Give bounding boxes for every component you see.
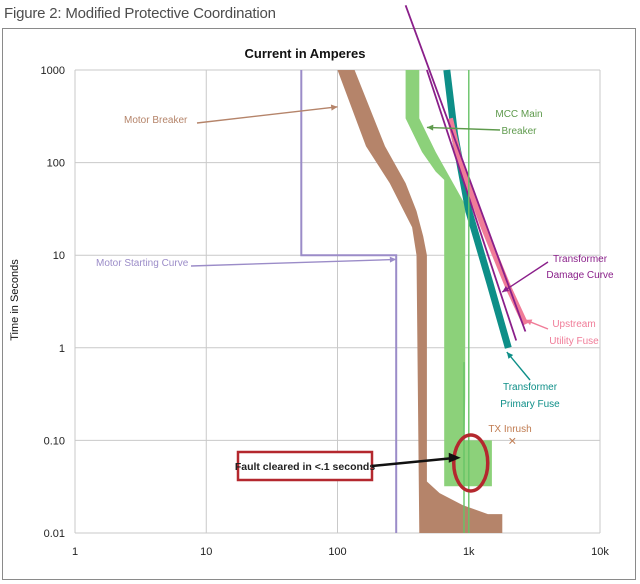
- annotation-label: Damage Curve: [546, 270, 614, 281]
- annotation-arrowhead: [389, 256, 397, 263]
- fault-callout-text: Fault cleared in <.1 seconds: [235, 461, 376, 473]
- chart-frame: [2, 28, 636, 580]
- annotation-arrowhead: [525, 319, 533, 326]
- annotation-leader: [196, 106, 338, 124]
- fault-callout-leader: [371, 456, 457, 468]
- series-line-5: [426, 69, 518, 341]
- series-line-2: [300, 70, 398, 533]
- annotation-arrowhead: [330, 104, 338, 111]
- annotation-label: MCC Main: [495, 109, 542, 120]
- y-tick-label: 0.01: [44, 528, 65, 540]
- chart-annotations: × Motor Breaker MCC Main Breaker Motor Start…: [96, 104, 614, 493]
- series-band-1: [405, 70, 492, 487]
- x-tick-label: 1: [72, 546, 78, 558]
- annotation-label: Transformer: [503, 382, 558, 393]
- figure-title: Figure 2: Modified Protective Coordinati…: [4, 5, 276, 22]
- tx-inrush-marker: ×: [508, 432, 516, 448]
- annotation-label: Transformer: [553, 254, 608, 265]
- x-tick-label: 1k: [463, 546, 475, 558]
- y-tick-label: 10: [53, 250, 65, 262]
- x-tick-label: 100: [328, 546, 346, 558]
- annotation-leader: [426, 126, 501, 131]
- annotation-arrowhead: [426, 124, 434, 131]
- annotation-arrowhead: [506, 352, 514, 359]
- fault-callout-box: [236, 450, 374, 482]
- annotation-label: Motor Breaker: [124, 115, 188, 126]
- y-tick-label: 1000: [41, 65, 65, 77]
- y-tick-label: 0.10: [44, 435, 65, 447]
- x-tick-label: 10: [200, 546, 212, 558]
- chart-bands: [337, 70, 503, 533]
- annotation-label: TX Inrush: [488, 424, 531, 435]
- annotation-label: Upstream: [552, 319, 595, 330]
- annotation-leader: [501, 261, 549, 293]
- annotation-label: Breaker: [501, 126, 537, 137]
- chart-grid: [74, 69, 601, 534]
- series-band-0: [337, 70, 503, 533]
- chart-title: Current in Amperes: [245, 46, 366, 61]
- chart-lines: [300, 4, 529, 533]
- chart-axes: 1 10 100 1k 10k 1000 100 10 1 0.10 0.01 Current in …: [9, 46, 609, 558]
- annotation-arrowhead: [502, 286, 510, 293]
- fault-region-ellipse: [452, 433, 490, 493]
- annotation-label: Motor Starting Curve: [96, 258, 189, 269]
- annotation-label: Primary Fuse: [500, 399, 560, 410]
- x-tick-label: 10k: [591, 546, 609, 558]
- annotation-leader: [190, 258, 397, 267]
- y-tick-label: 1: [59, 343, 65, 355]
- fault-callout-arrowhead: [448, 452, 461, 463]
- y-axis-label: Time in Seconds: [9, 259, 21, 341]
- annotation-label: Utility Fuse: [549, 336, 599, 347]
- series-line-6: [404, 4, 527, 332]
- y-tick-label: 100: [47, 158, 65, 170]
